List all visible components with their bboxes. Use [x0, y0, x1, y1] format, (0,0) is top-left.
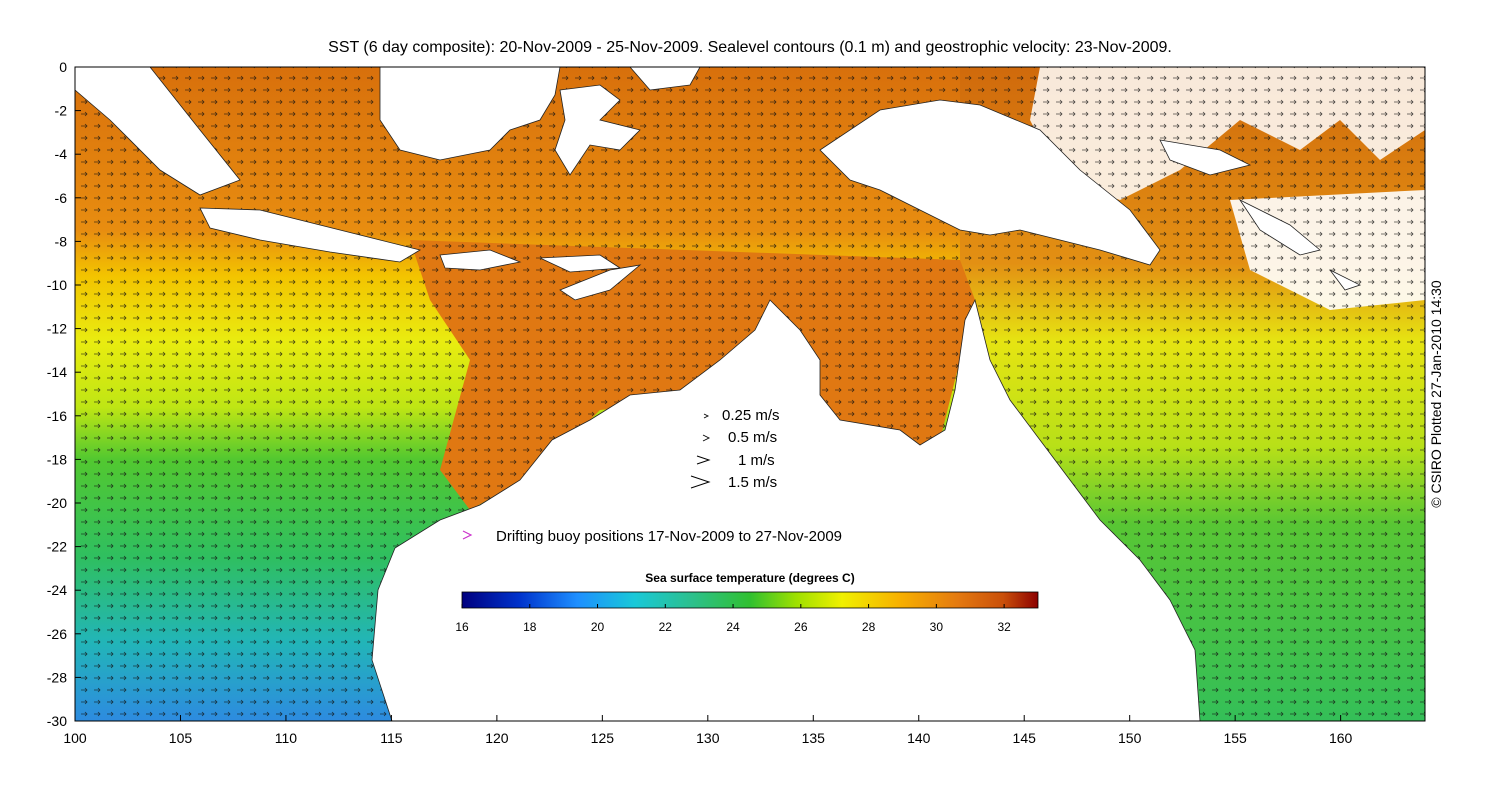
lesser-sunda-islands [439, 249, 522, 271]
y-tick-label: -8 [55, 233, 68, 249]
colorbar: Sea surface temperature (degrees C) 16 18… [455, 571, 1039, 634]
x-tick-label: 100 [63, 730, 87, 746]
y-tick-label: -4 [55, 146, 68, 162]
x-tick-label: 145 [1013, 730, 1037, 746]
colorbar-tick-label: 22 [659, 620, 673, 634]
x-tick-label: 135 [802, 730, 826, 746]
new-britain-island [1159, 139, 1252, 176]
land-masses [75, 67, 1362, 721]
y-tick-label: -20 [47, 495, 67, 511]
buoy-legend: Drifting buoy positions 17-Nov-2009 to 2… [462, 528, 842, 545]
colorbar-tick-label: 24 [726, 620, 740, 634]
y-tick-label: -12 [47, 321, 67, 337]
buoy-legend-label: Drifting buoy positions 17-Nov-2009 to 2… [496, 528, 842, 545]
x-tick-label: 160 [1329, 730, 1353, 746]
colorbar-tick-label: 16 [455, 620, 469, 634]
colorbar-tick-label: 28 [862, 620, 876, 634]
y-tick-label: -6 [55, 190, 68, 206]
velocity-label-0: 0.25 m/s [722, 407, 780, 424]
colorbar-ticks: 16 18 20 22 24 26 28 30 32 [455, 604, 1011, 634]
x-tick-label: 110 [275, 730, 298, 746]
borneo-landmass [379, 67, 561, 161]
colorbar-gradient [461, 591, 1039, 609]
credit-text: © CSIRO Plotted 27-Jan-2010 14:30 [1428, 280, 1444, 508]
australia-landmass [371, 298, 1201, 721]
sumatra-landmass [75, 67, 241, 196]
y-tick-label: -2 [55, 103, 68, 119]
figure-title: SST (6 day composite): 20-Nov-2009 - 25-… [328, 39, 1172, 56]
velocity-legend: 0.25 m/s 0.5 m/s 1 m/s 1.5 m/s [690, 407, 780, 491]
y-tick-label: -26 [47, 626, 67, 642]
colorbar-tick-label: 30 [930, 620, 944, 634]
velocity-label-1: 0.5 m/s [728, 429, 777, 446]
y-tick-label: -18 [47, 451, 67, 467]
colorbar-tick-label: 18 [523, 620, 537, 634]
x-tick-label: 120 [485, 730, 509, 746]
velocity-label-2: 1 m/s [738, 452, 775, 469]
y-tick-label: -24 [47, 582, 67, 598]
colorbar-tick-label: 32 [997, 620, 1011, 634]
x-tick-label: 115 [380, 730, 403, 746]
x-tick-label: 140 [907, 730, 931, 746]
y-tick-label: -22 [47, 539, 67, 555]
timor-island [559, 264, 642, 301]
x-tick-label: 155 [1223, 730, 1247, 746]
x-tick-label: 150 [1118, 730, 1142, 746]
velocity-arrow-icon [702, 434, 711, 442]
y-tick-label: 0 [59, 59, 67, 75]
colorbar-title: Sea surface temperature (degrees C) [645, 571, 854, 585]
philippine-islands [629, 67, 701, 91]
velocity-arrow-icon [696, 455, 711, 465]
velocity-label-3: 1.5 m/s [728, 474, 777, 491]
velocity-arrow-icon [690, 475, 711, 489]
y-tick-label: -28 [47, 669, 67, 685]
solomon-islands [1238, 198, 1321, 256]
y-tick-label: -10 [47, 277, 67, 293]
new-guinea-landmass [819, 99, 1161, 266]
y-tick-label: -30 [47, 713, 67, 729]
x-axis: 100 105 110 115 120 125 130 135 140 145 150 155 160 [63, 715, 1353, 746]
x-tick-label: 130 [696, 730, 720, 746]
java-landmass [199, 207, 422, 263]
y-tick-label: -16 [47, 408, 67, 424]
colorbar-tick-label: 20 [591, 620, 605, 634]
plot-frame [74, 66, 1426, 722]
map-canvas [75, 67, 1425, 721]
sulawesi-landmass [554, 84, 641, 176]
buoy-marker-icon [462, 530, 473, 540]
x-tick-label: 125 [591, 730, 615, 746]
y-axis: 0 -2 -4 -6 -8 -10 -12 -14 -16 -18 -20 -22 -24 -26 -28 -… [47, 59, 81, 729]
x-tick-label: 105 [169, 730, 193, 746]
velocity-arrow-icon [703, 413, 710, 419]
colorbar-tick-label: 26 [794, 620, 808, 634]
y-tick-label: -14 [47, 364, 67, 380]
